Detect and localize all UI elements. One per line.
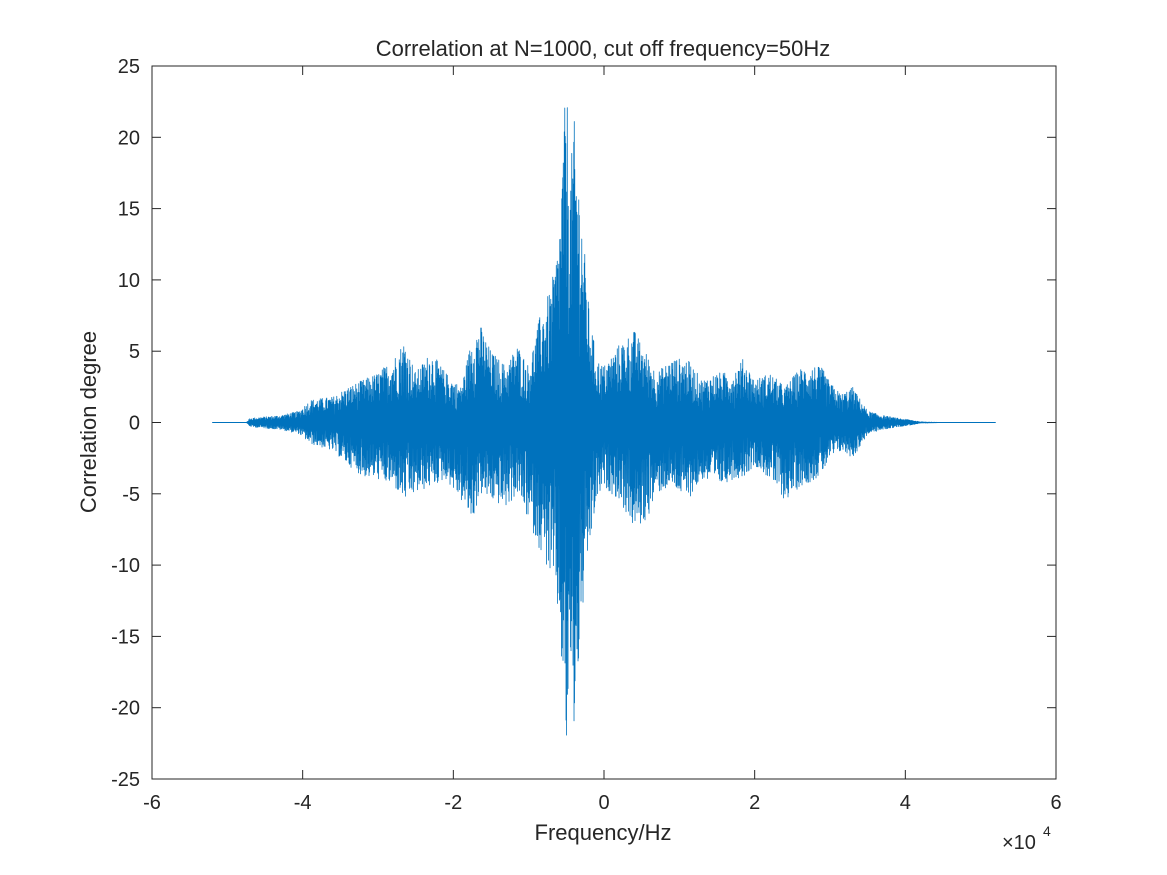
- y-tick-label: -25: [111, 769, 140, 791]
- y-tick-label: 10: [118, 270, 140, 292]
- series-line: [212, 107, 996, 736]
- y-tick-label: 15: [118, 199, 140, 221]
- chart-title: Correlation at N=1000, cut off frequency…: [376, 36, 831, 61]
- svg-text:×10: ×10: [1002, 832, 1036, 854]
- exponent-base: ×10: [1002, 832, 1036, 854]
- y-tick-label: -10: [111, 555, 140, 577]
- x-tick-label: 4: [900, 792, 911, 814]
- y-tick-label: -5: [122, 484, 140, 506]
- x-tick-label: -4: [294, 792, 312, 814]
- x-axis-label: Frequency/Hz: [535, 820, 672, 845]
- y-tick-label: 25: [118, 56, 140, 78]
- svg-text:4: 4: [1043, 823, 1051, 839]
- x-tick-label: 0: [598, 792, 609, 814]
- y-tick-label: 0: [129, 413, 140, 435]
- y-tick-label: 20: [118, 127, 140, 149]
- y-tick-label: 5: [129, 341, 140, 363]
- x-axis-exponent: ×10 4: [1002, 823, 1051, 854]
- x-tick-label: -6: [143, 792, 161, 814]
- exponent-power: 4: [1043, 823, 1051, 839]
- y-axis-label: Correlation degree: [76, 331, 101, 513]
- y-tick-label: -15: [111, 626, 140, 648]
- plot-area: [212, 107, 996, 736]
- y-tick-label: -20: [111, 698, 140, 720]
- x-tick-label: -2: [444, 792, 462, 814]
- x-tick-label: 2: [749, 792, 760, 814]
- x-tick-label: 6: [1050, 792, 1061, 814]
